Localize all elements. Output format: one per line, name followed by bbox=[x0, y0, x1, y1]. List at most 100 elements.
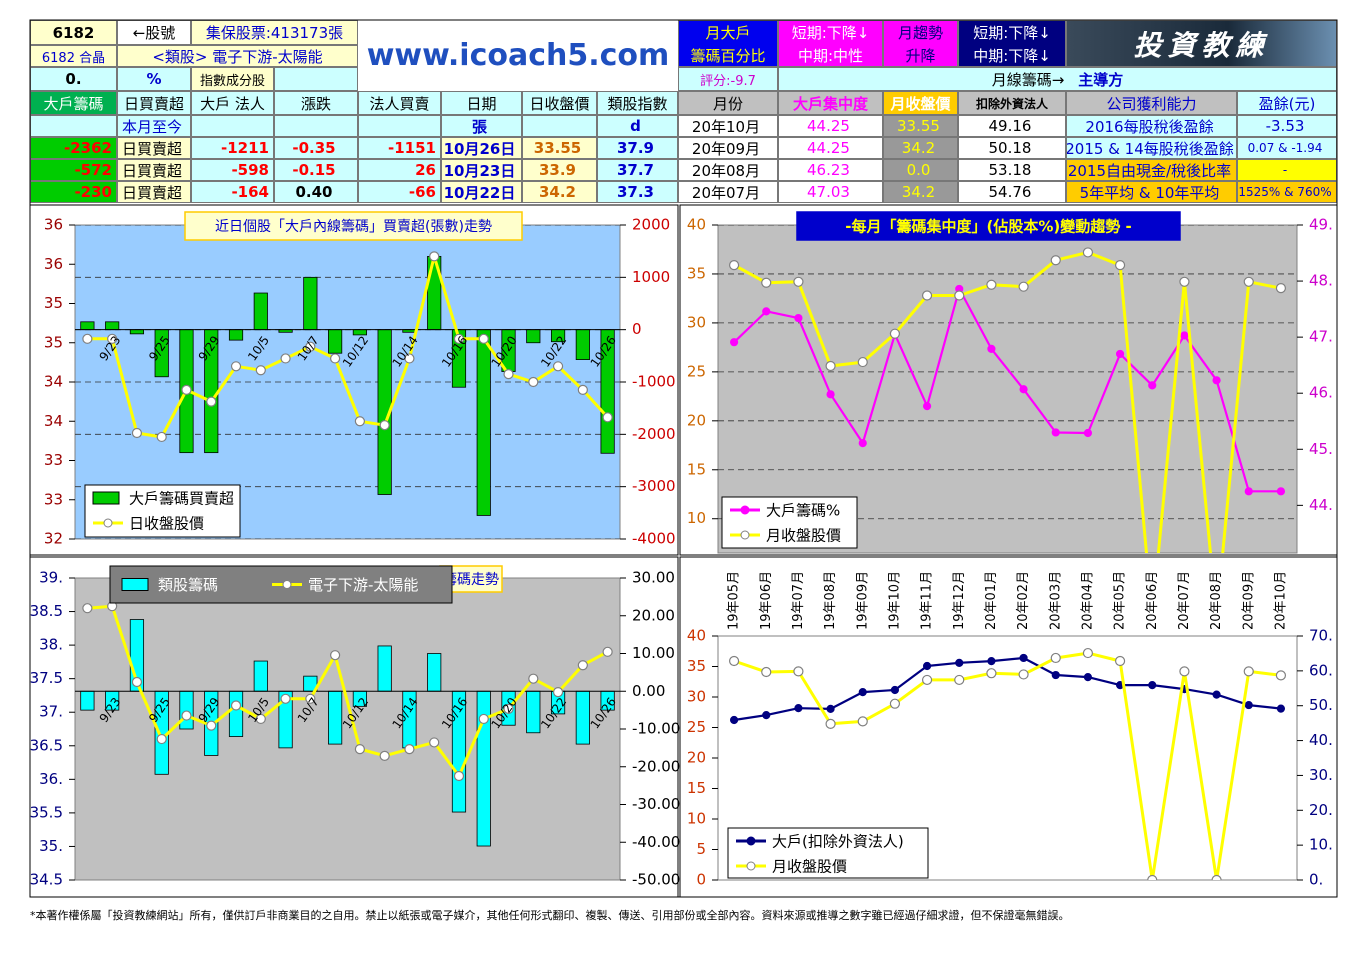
cell: 集保股票:413173張 bbox=[191, 20, 358, 45]
y-tick-label: 38. bbox=[39, 636, 63, 654]
line-marker bbox=[453, 770, 465, 782]
cell: 33.55 bbox=[883, 115, 958, 137]
line-marker bbox=[1115, 349, 1125, 359]
line-marker bbox=[1147, 874, 1158, 880]
cell: -0.35 bbox=[274, 137, 358, 159]
y-tick-label: 25 bbox=[687, 718, 706, 736]
line-marker bbox=[1019, 653, 1028, 663]
legend-swatch bbox=[92, 491, 120, 505]
y2-tick-label: 2000 bbox=[632, 216, 670, 234]
cell: 日買賣超 bbox=[117, 91, 191, 115]
line-marker bbox=[1211, 874, 1222, 880]
y2-tick-label: 10.00 bbox=[632, 644, 675, 662]
line-marker bbox=[429, 737, 440, 748]
cell: 50.18 bbox=[958, 137, 1066, 159]
line-marker bbox=[131, 427, 143, 439]
y-tick-label: 10 bbox=[687, 810, 706, 828]
legend-label: 大戶籌碼% bbox=[766, 502, 840, 520]
cell: 0.07 & -1.94 bbox=[1237, 137, 1337, 159]
line-marker bbox=[453, 333, 465, 344]
cell: <類股> 電子下游-太陽能 bbox=[117, 45, 358, 67]
x-tick-label: 19年05月 bbox=[727, 571, 742, 630]
cell: 37.3 bbox=[597, 181, 678, 203]
y-tick-label: 30 bbox=[687, 688, 706, 706]
line-marker bbox=[354, 416, 365, 427]
line-marker bbox=[889, 328, 901, 339]
line-marker bbox=[354, 744, 365, 755]
bar bbox=[575, 329, 590, 361]
line-marker bbox=[729, 715, 739, 725]
cell: 大戶集中度 bbox=[778, 91, 883, 115]
legend-marker bbox=[746, 836, 756, 846]
cell bbox=[522, 115, 597, 137]
line-marker bbox=[1275, 670, 1287, 681]
bar bbox=[253, 660, 268, 692]
line-marker bbox=[728, 655, 740, 667]
cell: 34.2 bbox=[883, 181, 958, 203]
line-marker bbox=[577, 384, 588, 395]
plot bbox=[718, 225, 1297, 553]
cell: 籌碼百分比 bbox=[678, 44, 778, 67]
y2-tick-label: 20.00 bbox=[632, 606, 675, 624]
line-marker bbox=[528, 376, 539, 388]
line-marker bbox=[528, 673, 539, 684]
cell: 大戶籌碼 bbox=[30, 91, 117, 115]
cell: 33.55 bbox=[522, 137, 597, 159]
cell: 10月26日 bbox=[441, 137, 522, 159]
line-marker bbox=[1019, 385, 1028, 394]
y-tick-label: 5 bbox=[696, 840, 706, 858]
bar bbox=[80, 321, 95, 331]
line-marker bbox=[857, 716, 868, 727]
cell: 54.76 bbox=[958, 181, 1066, 203]
cell: -0.15 bbox=[274, 159, 358, 181]
line bbox=[733, 250, 1282, 553]
line-marker bbox=[330, 650, 341, 661]
y-tick-label: 20 bbox=[687, 411, 706, 429]
y-tick-label: 34 bbox=[44, 412, 63, 430]
line-marker bbox=[255, 365, 266, 376]
legend-marker bbox=[746, 861, 756, 871]
y-tick-label: 35. bbox=[39, 837, 63, 855]
y2-tick-label: 48. bbox=[1309, 272, 1333, 290]
cell: 張 bbox=[441, 115, 522, 137]
cell bbox=[274, 67, 358, 91]
line-marker bbox=[825, 360, 836, 372]
line-marker bbox=[404, 744, 415, 755]
x-tick-label: 20年09月 bbox=[1241, 571, 1256, 630]
line-marker bbox=[82, 603, 93, 614]
x-tick-label: 19年12月 bbox=[952, 571, 967, 630]
cell: 月趨勢 bbox=[883, 20, 958, 44]
legend-label: 日收盤股價 bbox=[129, 515, 204, 533]
line-marker bbox=[1082, 647, 1094, 659]
cell: 46.23 bbox=[778, 159, 883, 181]
y-tick-label: 10 bbox=[687, 509, 706, 527]
cell: 月份 bbox=[678, 91, 778, 115]
line-marker bbox=[921, 290, 933, 301]
line-marker bbox=[602, 646, 613, 657]
line-marker bbox=[1148, 381, 1157, 390]
line-marker bbox=[156, 431, 167, 443]
x-tick-label: 19年06月 bbox=[759, 571, 774, 630]
cell: 盈餘(元) bbox=[1237, 91, 1337, 115]
y-tick-label: 37.5 bbox=[30, 669, 63, 687]
y-tick-label: 15 bbox=[687, 460, 706, 478]
line-marker bbox=[379, 420, 390, 431]
y2-tick-label: 44. bbox=[1309, 496, 1333, 514]
line-marker bbox=[826, 704, 835, 713]
line-marker bbox=[206, 396, 217, 407]
bar bbox=[129, 329, 145, 335]
title-box bbox=[796, 211, 1181, 241]
line-marker bbox=[1244, 700, 1253, 710]
cell: 2015自由現金/稅後比率 bbox=[1066, 159, 1237, 181]
line-marker bbox=[826, 390, 835, 399]
cell: -1151 bbox=[358, 137, 441, 159]
y2-tick-label: -50.00 bbox=[632, 871, 680, 889]
line-marker bbox=[729, 338, 739, 347]
line-marker bbox=[825, 718, 836, 729]
label: 月線籌碼→ bbox=[991, 70, 1065, 89]
cell: 53.18 bbox=[958, 159, 1066, 181]
cell: ←股號 bbox=[117, 20, 191, 45]
line-marker bbox=[577, 660, 588, 671]
line bbox=[733, 651, 1282, 880]
y2-tick-label: 49. bbox=[1309, 216, 1333, 234]
